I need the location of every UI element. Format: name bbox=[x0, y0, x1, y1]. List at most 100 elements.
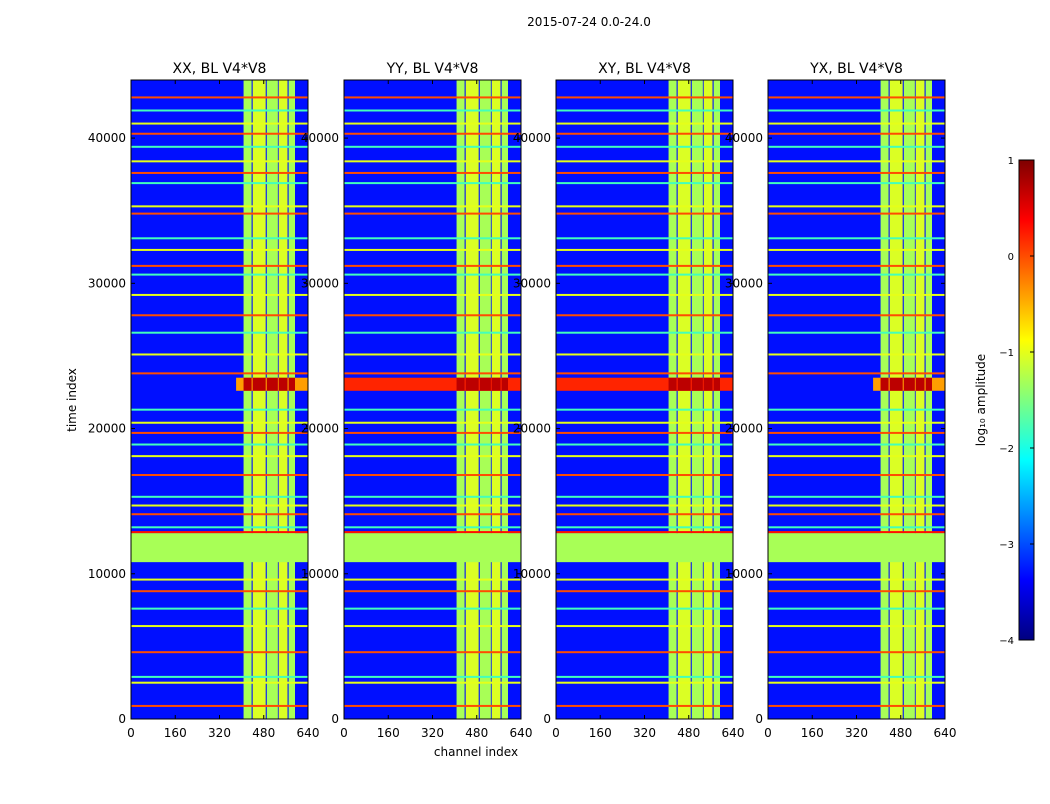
x-tick-label: 640 bbox=[934, 726, 957, 740]
flagged-gap-edge bbox=[556, 531, 733, 534]
rfi-line bbox=[768, 331, 945, 334]
rfi-line bbox=[768, 122, 945, 125]
x-tick-label: 480 bbox=[465, 726, 488, 740]
y-axis-label: time index bbox=[65, 368, 79, 432]
rfi-line bbox=[768, 455, 945, 458]
rfi-line bbox=[131, 132, 308, 135]
rfi-line bbox=[131, 122, 308, 125]
strong-event-band bbox=[491, 377, 501, 391]
rfi-line bbox=[344, 681, 521, 684]
rfi-line bbox=[768, 607, 945, 610]
rfi-line bbox=[768, 96, 945, 99]
rfi-line bbox=[768, 353, 945, 356]
rfi-band bbox=[266, 80, 278, 719]
rfi-line bbox=[344, 96, 521, 99]
rfi-line bbox=[344, 182, 521, 185]
rfi-line bbox=[344, 607, 521, 610]
rfi-line bbox=[768, 421, 945, 424]
rfi-line bbox=[344, 431, 521, 434]
x-tick-label: 160 bbox=[164, 726, 187, 740]
rfi-band bbox=[691, 80, 703, 719]
rfi-line bbox=[768, 372, 945, 375]
rfi-line bbox=[556, 160, 733, 163]
rfi-line bbox=[344, 675, 521, 678]
x-tick-label: 640 bbox=[722, 726, 745, 740]
rfi-line bbox=[344, 455, 521, 458]
panel-3-image bbox=[556, 80, 733, 719]
panel-title: YY, BL V4*V8 bbox=[386, 61, 479, 77]
colorbar: log₁₀ amplitude 1 0 −1 −2 −3 −4 bbox=[974, 156, 1035, 647]
rfi-line bbox=[556, 504, 733, 507]
y-tick-label: 10000 bbox=[88, 567, 126, 581]
rfi-line bbox=[131, 248, 308, 251]
panel-1: XX, BL V4*V8 0 160 320 480 640 0 10000 20000 3000… bbox=[88, 61, 320, 740]
x-tick-label: 640 bbox=[510, 726, 533, 740]
rfi-line bbox=[131, 704, 308, 707]
rfi-line bbox=[344, 495, 521, 498]
rfi-line bbox=[556, 372, 733, 375]
rfi-line bbox=[556, 408, 733, 411]
rfi-line bbox=[768, 132, 945, 135]
rfi-line bbox=[556, 495, 733, 498]
rfi-line bbox=[131, 625, 308, 628]
rfi-line bbox=[131, 160, 308, 163]
rfi-line bbox=[131, 408, 308, 411]
rfi-line bbox=[768, 248, 945, 251]
rfi-line bbox=[131, 205, 308, 208]
y-tick-label: 30000 bbox=[513, 276, 551, 290]
rfi-line bbox=[131, 331, 308, 334]
rfi-line bbox=[344, 314, 521, 317]
rfi-line bbox=[344, 578, 521, 581]
y-tick-label: 0 bbox=[331, 712, 339, 726]
rfi-line bbox=[131, 421, 308, 424]
rfi-line bbox=[344, 513, 521, 516]
rfi-line bbox=[768, 237, 945, 240]
rfi-line bbox=[344, 237, 521, 240]
panel-title: XY, BL V4*V8 bbox=[598, 61, 691, 77]
heatmap-background bbox=[344, 80, 521, 719]
rfi-line bbox=[556, 625, 733, 628]
strong-event-band bbox=[456, 377, 465, 391]
rfi-line bbox=[131, 681, 308, 684]
x-tick-label: 160 bbox=[377, 726, 400, 740]
rfi-line bbox=[344, 273, 521, 276]
rfi-line bbox=[768, 212, 945, 215]
rfi-band bbox=[243, 80, 252, 719]
flagged-gap-edge bbox=[768, 531, 945, 534]
x-tick-label: 0 bbox=[340, 726, 348, 740]
rfi-line bbox=[556, 681, 733, 684]
y-tick-label: 20000 bbox=[301, 422, 339, 436]
rfi-line bbox=[768, 205, 945, 208]
rfi-line bbox=[556, 171, 733, 174]
rfi-band bbox=[479, 80, 491, 719]
y-tick-label: 40000 bbox=[513, 131, 551, 145]
rfi-line bbox=[344, 526, 521, 529]
rfi-line bbox=[768, 160, 945, 163]
rfi-line bbox=[131, 675, 308, 678]
rfi-line bbox=[344, 372, 521, 375]
rfi-line bbox=[131, 273, 308, 276]
y-tick-label: 10000 bbox=[301, 567, 339, 581]
colorbar-gradient bbox=[1018, 159, 1035, 641]
y-tick-label: 40000 bbox=[88, 131, 126, 145]
chart-suptitle: 2015-07-24 0.0-24.0 bbox=[527, 15, 651, 29]
rfi-line bbox=[344, 145, 521, 148]
rfi-line bbox=[556, 353, 733, 356]
heatmap-background bbox=[556, 80, 733, 719]
rfi-line bbox=[131, 651, 308, 654]
panels: XX, BL V4*V8 0 160 320 480 640 0 10000 20000 3000… bbox=[88, 61, 957, 740]
rfi-line bbox=[768, 408, 945, 411]
rfi-line bbox=[556, 132, 733, 135]
colorbar-tick-label: −3 bbox=[999, 540, 1014, 551]
rfi-line bbox=[131, 526, 308, 529]
rfi-line bbox=[556, 182, 733, 185]
rfi-line bbox=[556, 237, 733, 240]
rfi-line bbox=[131, 455, 308, 458]
colorbar-tick-label: 0 bbox=[1008, 252, 1014, 263]
rfi-line bbox=[768, 590, 945, 593]
rfi-line bbox=[556, 293, 733, 296]
strong-event-band bbox=[278, 377, 288, 391]
rfi-line bbox=[556, 526, 733, 529]
rfi-line bbox=[344, 212, 521, 215]
rfi-band bbox=[903, 80, 915, 719]
